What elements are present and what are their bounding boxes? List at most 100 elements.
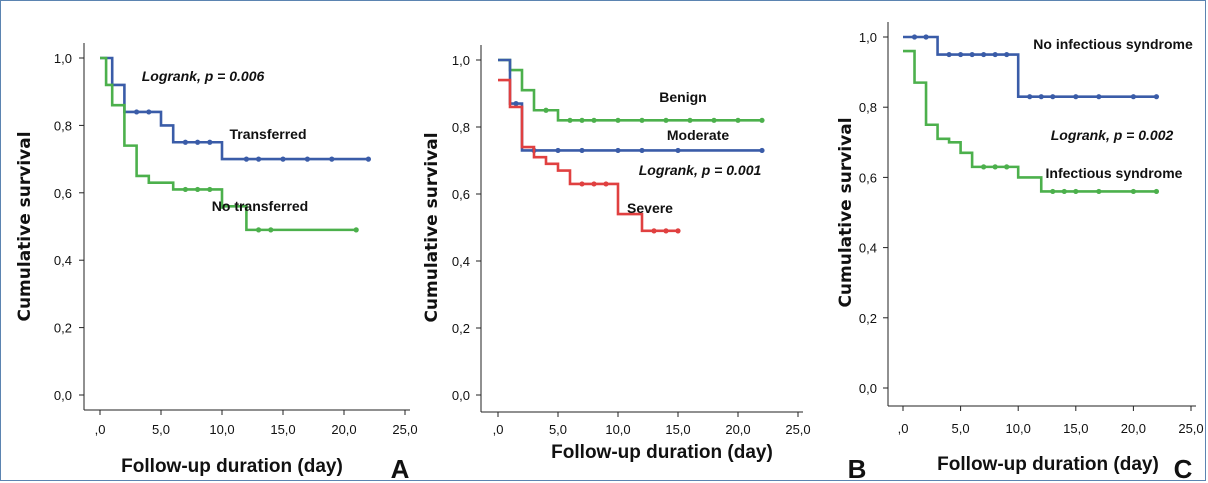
censor-mark-benign — [639, 117, 645, 123]
x-tick-label: 5,0 — [952, 421, 970, 436]
censor-mark-infectious-syndrome — [1061, 188, 1067, 195]
censor-mark-benign — [759, 117, 765, 123]
censor-mark-no-infectious-syndrome — [958, 51, 964, 58]
curve-transferred — [100, 56, 369, 161]
x-tick-label: 20,0 — [725, 422, 750, 437]
y-tick-label: 1,0 — [452, 53, 470, 68]
x-tick-label: 5,0 — [152, 422, 170, 437]
censor-mark-no-infectious-syndrome — [923, 34, 929, 40]
x-axis-label: Follow-up duration (day) — [121, 456, 343, 477]
x-tick-label: 25,0 — [392, 422, 417, 437]
censor-mark-no-transferred — [353, 227, 359, 233]
censor-mark-no-transferred — [256, 227, 262, 233]
y-tick-label: 0,6 — [54, 186, 72, 201]
x-tick-label: 5,0 — [549, 422, 567, 437]
censor-mark-transferred — [329, 156, 335, 162]
x-tick-label: 10,0 — [1006, 421, 1031, 436]
censor-mark-no-infectious-syndrome — [981, 51, 987, 58]
y-axis-label: Cumulative survival — [15, 131, 35, 321]
series-label-no-transferred: No transferred — [212, 198, 308, 214]
censor-mark-infectious-syndrome — [992, 164, 998, 170]
x-axis-label: Follow-up duration (day) — [937, 454, 1159, 475]
censor-mark-severe — [651, 228, 657, 234]
censor-mark-benign — [591, 117, 597, 123]
panel-B: 0,0 0,2 0,4 0,6 0,8 1,0 ,0 5,0 10,0 15,0 20,0 25,0 C… — [422, 45, 866, 483]
y-tick-label: 0,2 — [54, 321, 72, 336]
y-tick-label: 0,6 — [452, 187, 470, 202]
y-axis-label: Cumulative survival — [836, 117, 856, 307]
censor-mark-moderate — [615, 147, 621, 154]
series-label-infectious-syndrome: Infectious syndrome — [1046, 165, 1183, 181]
censor-mark-benign — [687, 117, 693, 123]
censor-mark-no-transferred — [195, 186, 201, 193]
panel-C: 0,0 0,2 0,4 0,6 0,8 1,0 ,0 5,0 10,0 15,0 20,0 25,0 C… — [836, 22, 1204, 483]
x-tick-label: 20,0 — [1121, 421, 1146, 436]
y-tick-label: 0,4 — [54, 253, 72, 268]
censor-mark-transferred — [365, 156, 371, 162]
censor-mark-no-infectious-syndrome — [1153, 94, 1160, 100]
censor-mark-moderate — [759, 147, 765, 154]
y-axis-label: Cumulative survival — [422, 132, 442, 322]
panel-letter: A — [391, 454, 410, 483]
censor-mark-transferred — [256, 156, 262, 162]
censor-mark-moderate — [639, 147, 645, 154]
censor-mark-transferred — [207, 139, 213, 145]
censor-mark-severe — [675, 228, 681, 234]
series-label-benign: Benign — [659, 89, 706, 105]
censor-mark-no-infectious-syndrome — [992, 51, 998, 58]
censor-mark-transferred — [146, 109, 152, 115]
series-label-transferred: Transferred — [229, 126, 306, 142]
censor-mark-transferred — [304, 156, 310, 162]
censor-mark-benign — [663, 117, 669, 123]
censor-mark-no-transferred — [207, 186, 213, 193]
censor-mark-infectious-syndrome — [1153, 188, 1160, 195]
curve-benign — [498, 58, 762, 122]
panel-letter: C — [1174, 454, 1193, 483]
censor-mark-moderate — [513, 100, 519, 107]
censor-mark-no-infectious-syndrome — [911, 34, 918, 40]
censor-mark-no-transferred — [268, 227, 274, 233]
censor-mark-severe — [603, 181, 609, 187]
panel-letter: B — [848, 454, 867, 483]
y-tick-label: 0,6 — [859, 170, 877, 185]
censor-mark-no-infectious-syndrome — [1050, 94, 1056, 100]
panel-A: 0,0 0,2 0,4 0,6 0,8 1,0 ,0 5,0 10,0 15,0 20,0 25,0 C… — [15, 43, 418, 483]
y-tick-label: 1,0 — [859, 30, 877, 45]
censor-mark-benign — [543, 107, 549, 113]
x-tick-label: 15,0 — [1063, 421, 1088, 436]
y-tick-label: 0,4 — [452, 254, 470, 269]
censor-mark-severe — [579, 181, 585, 187]
censor-mark-no-transferred — [182, 186, 188, 193]
x-tick-label: ,0 — [95, 422, 106, 437]
censor-mark-severe — [663, 228, 669, 234]
censor-mark-moderate — [579, 147, 585, 154]
series-label-no-infectious-syndrome: No infectious syndrome — [1033, 36, 1193, 52]
x-tick-label: 20,0 — [331, 422, 356, 437]
censor-mark-no-infectious-syndrome — [946, 51, 952, 58]
x-tick-label: ,0 — [898, 421, 909, 436]
censor-mark-severe — [591, 181, 597, 187]
censor-mark-benign — [735, 117, 741, 123]
x-tick-label: 10,0 — [605, 422, 630, 437]
y-tick-label: 0,8 — [859, 100, 877, 115]
censor-mark-benign — [579, 117, 585, 123]
y-tick-label: 0,0 — [859, 381, 877, 396]
logrank-annotation: Logrank, p = 0.006 — [142, 68, 265, 84]
censor-mark-benign — [567, 117, 573, 123]
logrank-annotation: Logrank, p = 0.002 — [1051, 127, 1174, 143]
censor-mark-no-infectious-syndrome — [1096, 94, 1102, 100]
x-axis-label: Follow-up duration (day) — [551, 442, 773, 463]
y-tick-label: 0,2 — [859, 311, 877, 326]
censor-mark-no-infectious-syndrome — [1073, 94, 1079, 100]
x-tick-label: 15,0 — [270, 422, 295, 437]
censor-mark-benign — [711, 117, 717, 123]
curve-infectious-syndrome — [903, 49, 1157, 193]
censor-mark-no-infectious-syndrome — [1038, 94, 1044, 100]
censor-mark-transferred — [182, 139, 188, 145]
censor-mark-infectious-syndrome — [1004, 164, 1010, 170]
censor-mark-no-transferred — [219, 203, 225, 209]
censor-mark-transferred — [134, 109, 140, 115]
censor-mark-infectious-syndrome — [1050, 188, 1056, 195]
